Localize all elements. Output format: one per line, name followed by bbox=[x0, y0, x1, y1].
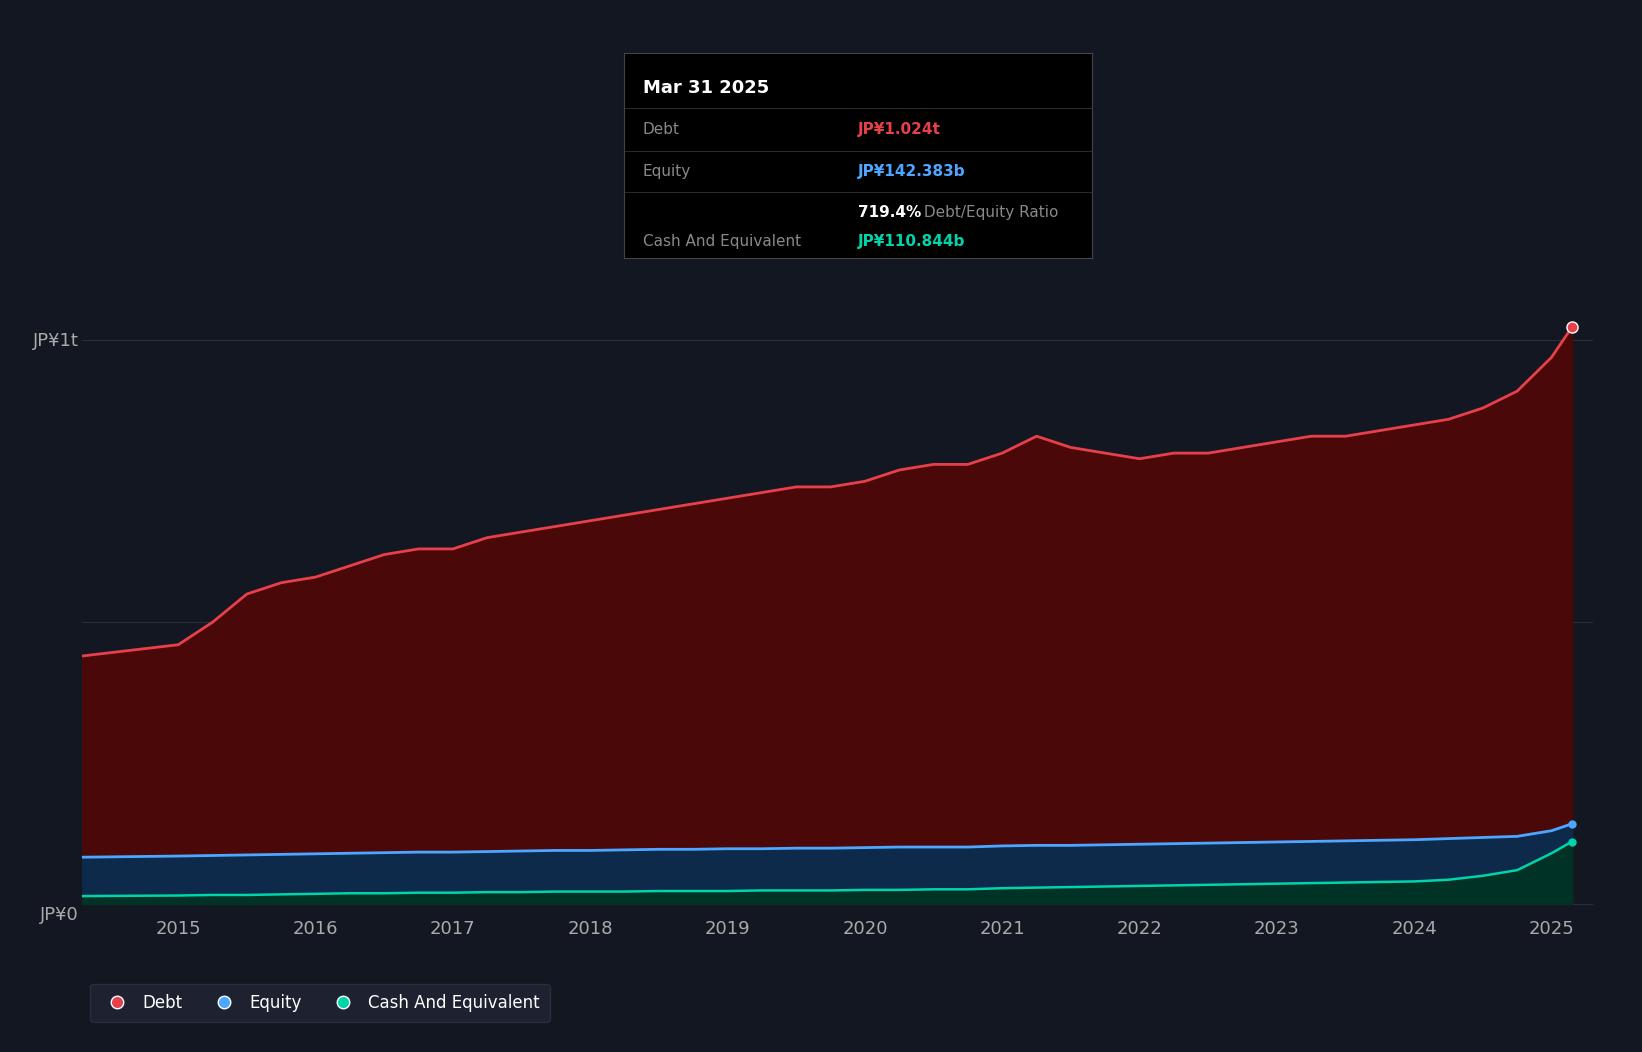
Text: Debt/Equity Ratio: Debt/Equity Ratio bbox=[920, 205, 1057, 220]
Text: JP¥0: JP¥0 bbox=[41, 906, 79, 925]
Text: JP¥110.844b: JP¥110.844b bbox=[859, 234, 965, 249]
Text: 719.4%: 719.4% bbox=[859, 205, 921, 220]
Legend: Debt, Equity, Cash And Equivalent: Debt, Equity, Cash And Equivalent bbox=[90, 984, 550, 1021]
Text: JP¥142.383b: JP¥142.383b bbox=[859, 164, 965, 179]
Text: Equity: Equity bbox=[642, 164, 691, 179]
Text: Cash And Equivalent: Cash And Equivalent bbox=[642, 234, 801, 249]
Text: Mar 31 2025: Mar 31 2025 bbox=[642, 79, 768, 97]
Text: Debt: Debt bbox=[642, 122, 680, 137]
Text: JP¥1t: JP¥1t bbox=[33, 332, 79, 350]
Text: JP¥1.024t: JP¥1.024t bbox=[859, 122, 941, 137]
